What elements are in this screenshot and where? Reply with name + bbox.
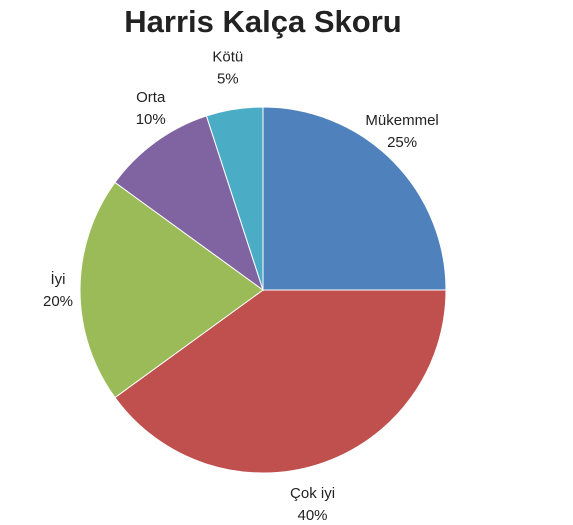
slice-label: Çok iyi	[290, 485, 335, 502]
slice-value-label: 10%	[136, 111, 166, 128]
slice-label: Orta	[136, 89, 166, 106]
slice-label: Kötü	[212, 49, 243, 66]
pie-slice	[114, 115, 264, 292]
slice-value-label: 5%	[217, 71, 239, 88]
chart-title: Harris Kalça Skoru	[124, 4, 401, 39]
slice-label: İyi	[51, 270, 66, 288]
slice-value-label: 40%	[298, 507, 328, 524]
pie-slice	[114, 289, 447, 474]
pie-slice	[79, 181, 264, 399]
slice-label: Mükemmel	[365, 112, 438, 129]
slice-value-label: 25%	[387, 134, 417, 151]
slice-value-label: 20%	[43, 293, 73, 310]
pie-slice	[262, 106, 447, 291]
pie-slice	[205, 106, 264, 291]
